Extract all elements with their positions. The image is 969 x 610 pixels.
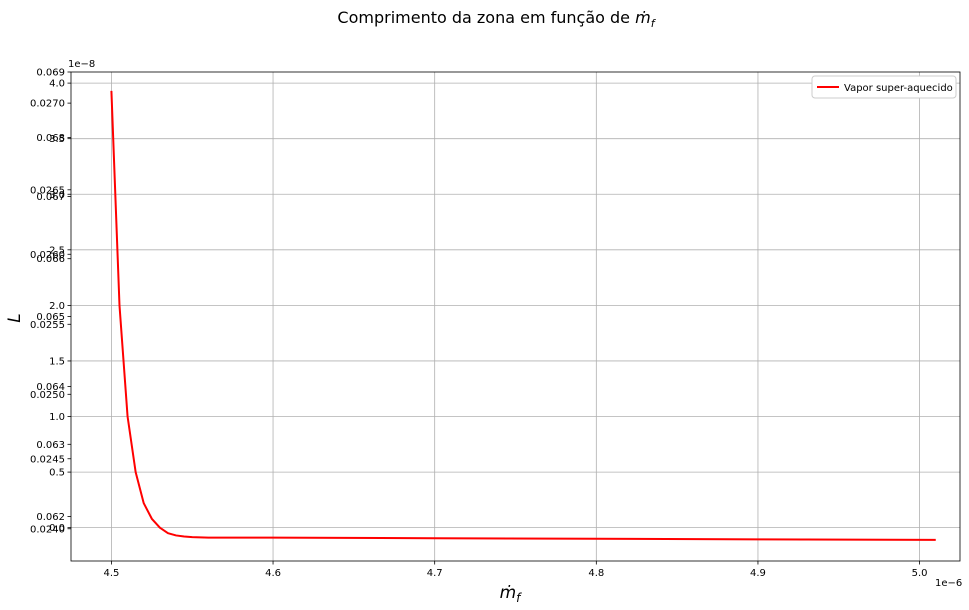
y-axis-label: L [5, 313, 25, 322]
y-tick-label-8: 4.0 [49, 79, 65, 90]
x-tick-label-5: 5.0 [912, 568, 928, 579]
ghost-tick-label-1-6: 0.0270 [30, 99, 65, 110]
legend: Vapor super-aquecido [811, 75, 957, 99]
series-point-0-3 [135, 471, 137, 473]
series-point-0-11 [208, 537, 210, 539]
x-offset-label: 1e−6 [935, 578, 962, 589]
ghost-tick-label-0-3: 0.065 [36, 312, 65, 323]
x-axis-label-sub: f [516, 591, 522, 605]
legend-frame [811, 75, 957, 99]
chart-title-math: ṁ [635, 8, 651, 27]
y-tick-label-7: 3.5 [49, 134, 65, 145]
ghost-tick-label-1-2: 0.0250 [30, 390, 65, 401]
chart-title: Comprimento da zona em função de ṁf [337, 8, 656, 30]
y-tick-label-2: 1.0 [49, 412, 65, 423]
y-tick-label-3: 1.5 [49, 356, 65, 367]
x-tick-label-4: 4.9 [750, 568, 766, 579]
series-point-0-8 [175, 535, 177, 537]
x-tick-label-3: 4.8 [588, 568, 604, 579]
series-point-0-10 [191, 536, 193, 538]
y-offset-label: 1e−8 [68, 59, 95, 70]
ghost-tick-label-0-0: 0.062 [36, 512, 65, 523]
y-tick-label-1: 0.5 [49, 468, 65, 479]
chart-title-text: Comprimento da zona em função de [337, 8, 635, 27]
series-line-0 [110, 90, 936, 541]
ghost-tick-label-1-0: 0.0240 [30, 524, 65, 535]
series-point-0-17 [935, 539, 937, 541]
y-tick-label-0: 0.0 [49, 523, 65, 534]
series-point-0-2 [127, 416, 129, 418]
y-tick-label-6: 3.0 [49, 190, 65, 201]
series-point-0-9 [183, 536, 185, 538]
ghost-tick-label-1-1: 0.0245 [30, 454, 65, 465]
ghost-tick-label-0-2: 0.064 [36, 382, 65, 393]
series-point-0-1 [119, 305, 121, 307]
series-point-0-15 [596, 538, 598, 540]
x-tick-label-0: 4.5 [103, 568, 119, 579]
ghost-tick-label-0-6: 0.068 [36, 133, 65, 144]
series-point-0-12 [240, 537, 242, 539]
x-axis-label-math: ṁ [500, 583, 517, 603]
ghost-tick-label-1-3: 0.0255 [30, 320, 65, 331]
legend-label-vapor: Vapor super-aquecido [844, 83, 953, 94]
y-tick-label-5: 2.5 [49, 245, 65, 256]
series-point-0-7 [167, 532, 169, 534]
x-tick-label-1: 4.6 [265, 568, 281, 579]
x-axis-label: ṁf [500, 583, 523, 605]
plot-area: 4.5 4.6 4.7 4.8 4.9 5.0 0.0 0.5 1.0 1.5 2.0 2.5 3.0 3… [30, 68, 961, 579]
series-point-0-5 [151, 518, 153, 520]
chart-title-math-sub: f [651, 17, 657, 30]
y-tick-label-4: 2.0 [49, 301, 65, 312]
series-point-0-14 [434, 537, 436, 539]
ghost-tick-label-1-5: 0.0265 [30, 185, 65, 196]
series-point-0-0 [111, 90, 113, 92]
ghost-tick-label-0-1: 0.063 [36, 440, 65, 451]
series-point-0-13 [272, 537, 274, 539]
ghost-tick-label-1-4: 0.0260 [30, 250, 65, 261]
ghost-tick-label-0-7: 0.069 [36, 68, 65, 79]
x-tick-label-2: 4.7 [427, 568, 443, 579]
series-point-0-6 [159, 527, 161, 529]
series-point-0-16 [757, 539, 759, 541]
ghost-tick-label-0-5: 0.067 [36, 192, 65, 203]
plot-frame [70, 71, 961, 562]
ghost-tick-label-0-4: 0.066 [36, 254, 65, 265]
series-point-0-4 [143, 502, 145, 504]
